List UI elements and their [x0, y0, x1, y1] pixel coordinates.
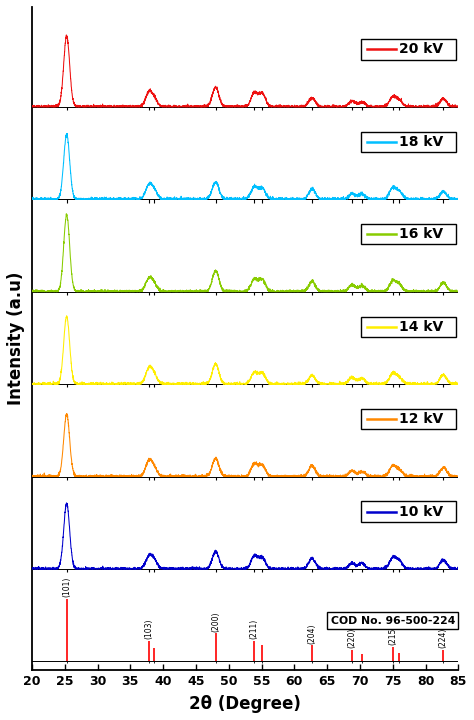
Text: 16 kV: 16 kV	[399, 228, 444, 241]
Text: 20 kV: 20 kV	[399, 42, 444, 56]
Text: (220): (220)	[347, 628, 356, 648]
X-axis label: 2θ (Degree): 2θ (Degree)	[189, 695, 301, 713]
Text: (204): (204)	[308, 623, 317, 644]
Bar	[361, 501, 456, 522]
Text: 10 kV: 10 kV	[399, 505, 444, 518]
Bar	[361, 40, 456, 60]
Text: (224): (224)	[439, 628, 448, 648]
Text: 18 kV: 18 kV	[399, 135, 444, 149]
Text: (200): (200)	[211, 611, 220, 631]
Text: 12 kV: 12 kV	[399, 412, 444, 426]
Text: COD No. 96-500-224: COD No. 96-500-224	[331, 616, 455, 626]
Bar	[361, 317, 456, 337]
Text: 14 kV: 14 kV	[399, 320, 444, 334]
Bar	[361, 132, 456, 152]
Text: (101): (101)	[62, 577, 71, 597]
Text: (215): (215)	[388, 625, 397, 645]
Y-axis label: Intensity (a.u): Intensity (a.u)	[7, 272, 25, 405]
Bar	[361, 409, 456, 429]
Bar	[361, 224, 456, 245]
Text: (103): (103)	[144, 618, 153, 639]
Text: (211): (211)	[250, 619, 259, 639]
